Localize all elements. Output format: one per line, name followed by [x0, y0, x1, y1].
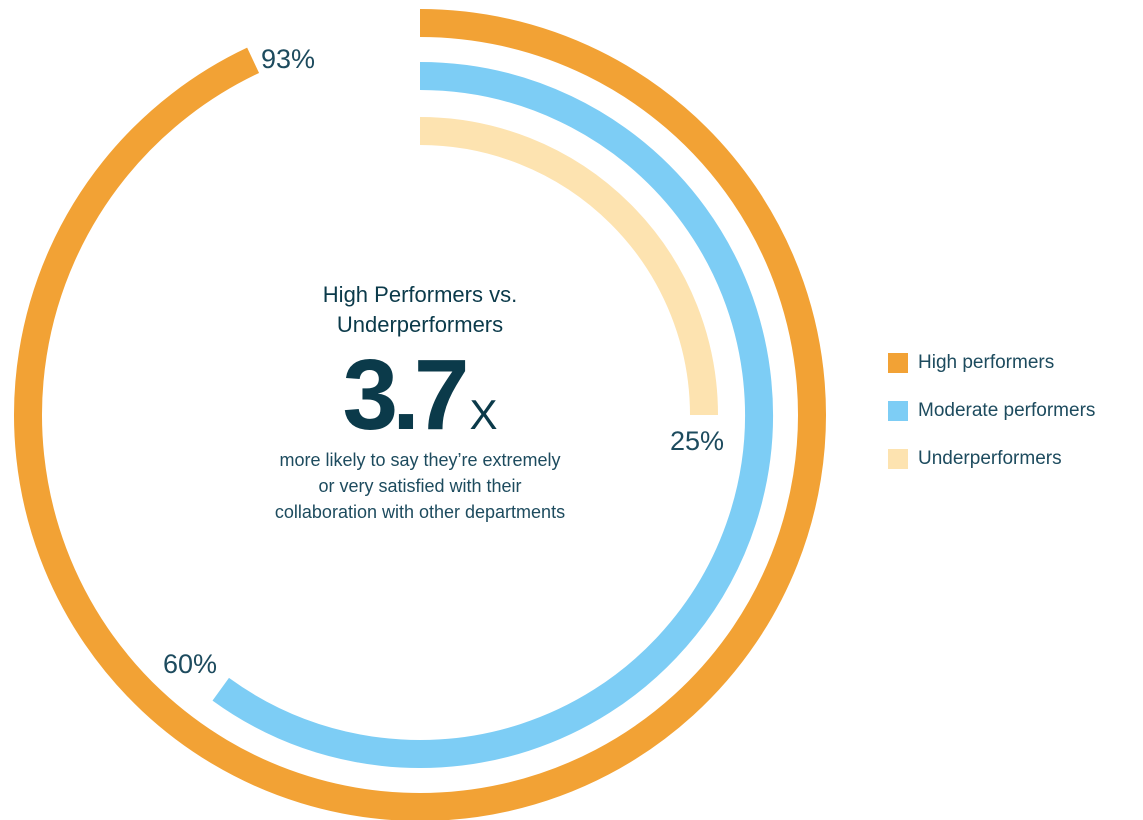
center-title-line-2: Underperformers [336, 312, 504, 337]
ring-underperformers [419, 117, 718, 416]
center-unit: X [469, 391, 498, 438]
center-title-line-1: High Performers vs. [322, 282, 518, 307]
center-stat: 3.7 X [230, 340, 610, 450]
legend-item-underperformers: Underperformers [888, 446, 1138, 472]
value-label-underperformers: 25% [670, 426, 724, 456]
center-value: 3.7 [342, 339, 469, 451]
value-label-moderate-performers: 60% [163, 649, 217, 679]
center-description-line-2: or very satisfied with their [318, 476, 522, 496]
legend-item-high-performers: High performers [888, 350, 1138, 376]
legend-swatch-moderate-performers [888, 401, 908, 421]
center-description-line-3: collaboration with other departments [274, 502, 566, 522]
legend-item-moderate-performers: Moderate performers [888, 398, 1138, 424]
center-title: High Performers vs. Underperformers [230, 280, 610, 340]
legend-swatch-high-performers [888, 353, 908, 373]
center-description-line-1: more likely to say they’re extremely [279, 450, 561, 470]
legend-swatch-underperformers [888, 449, 908, 469]
legend-label-high-performers: High performers [918, 352, 1055, 373]
legend-label-moderate-performers: Moderate performers [918, 400, 1096, 421]
legend: High performers Moderate performers Unde… [888, 350, 1138, 494]
ring-moderate-performers [212, 62, 773, 768]
legend-label-underperformers: Underperformers [918, 448, 1062, 469]
ring-high-performers [14, 9, 826, 820]
center-description: more likely to say they’re extremely or … [220, 447, 620, 525]
value-label-high-performers: 93% [261, 44, 315, 74]
